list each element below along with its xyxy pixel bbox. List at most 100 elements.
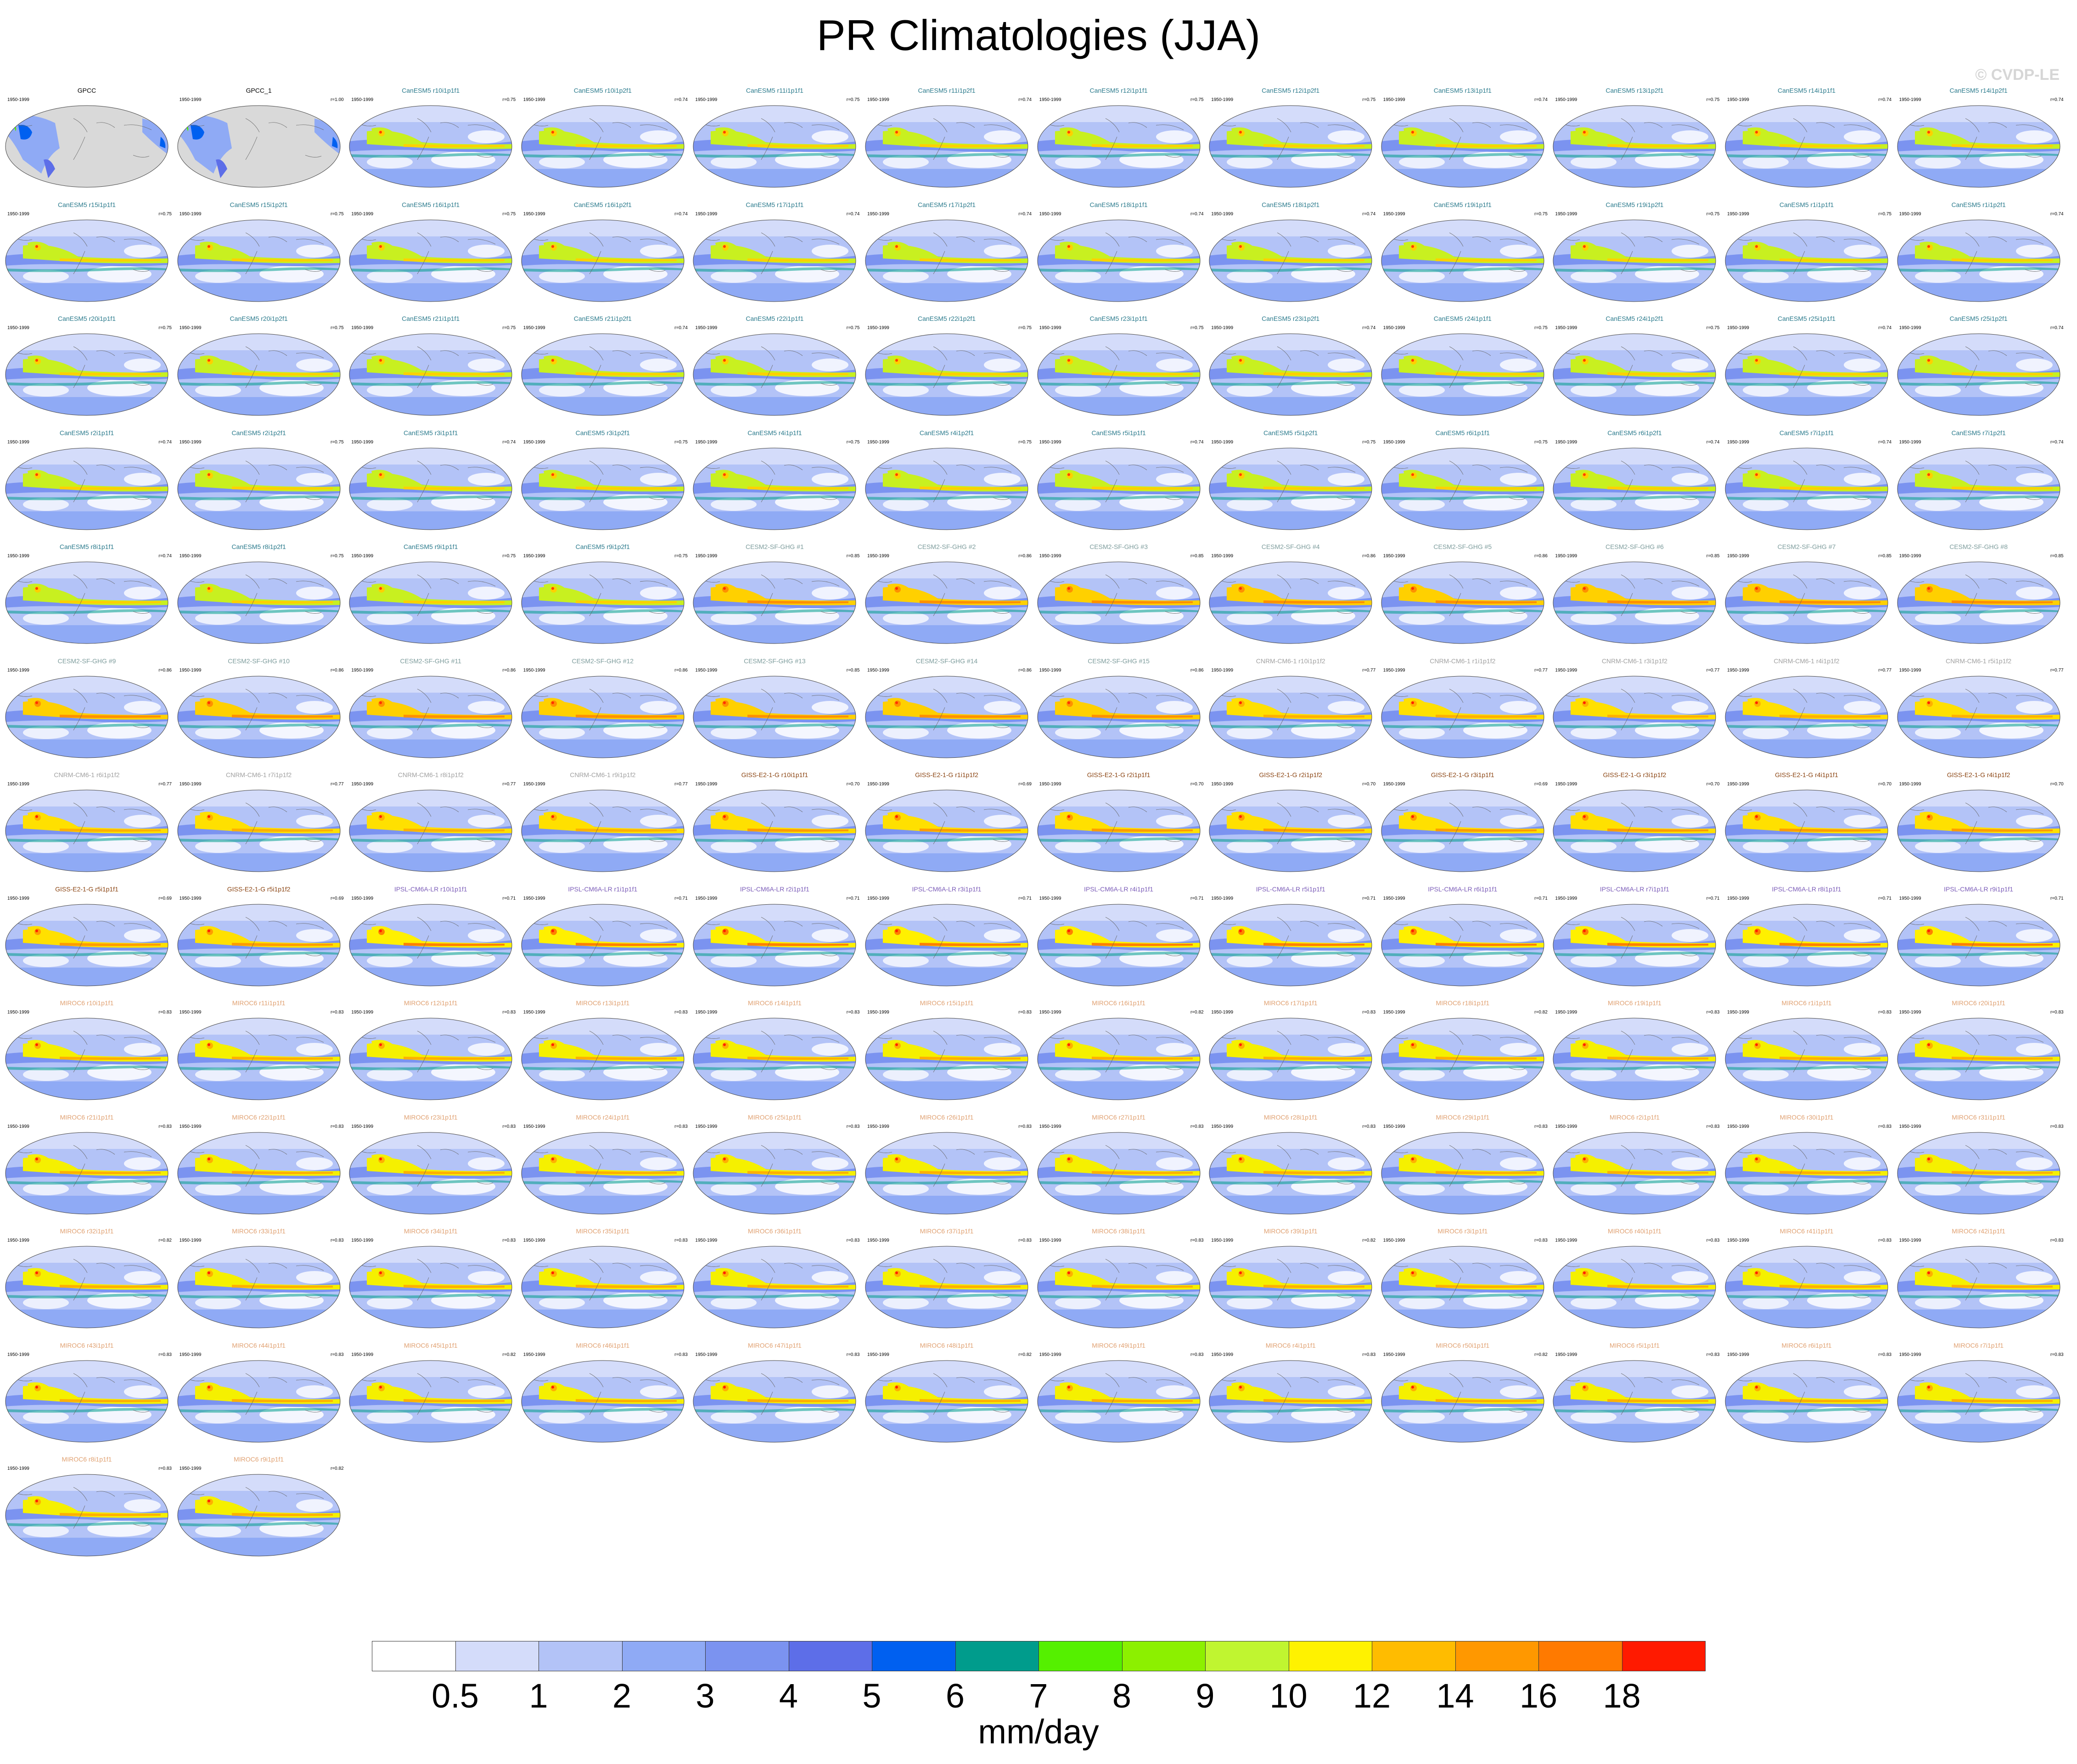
map-panel: CanESM5 r18i1p1f1 1950-1999 r=0.74 (1033, 201, 1205, 306)
panel-title: CanESM5 r23i1p2f1 (1262, 315, 1320, 322)
panel-date-range: 1950-1999 (1727, 554, 1749, 559)
panel-correlation: r=0.86 (502, 667, 516, 673)
precipitation-map (1897, 561, 2060, 644)
panel-date-range: 1950-1999 (1211, 554, 1234, 559)
panel-date-range: 1950-1999 (1727, 667, 1749, 673)
precipitation-map (521, 1018, 685, 1100)
panel-title: IPSL-CM6A-LR r2i1p1f1 (740, 885, 809, 893)
precipitation-map (5, 448, 168, 530)
precipitation-map (1037, 1246, 1201, 1328)
map-panel: CanESM5 r23i1p1f1 1950-1999 r=0.75 (1033, 314, 1205, 420)
panel-date-range: 1950-1999 (351, 97, 374, 102)
panel-date-range: 1950-1999 (1039, 97, 1061, 102)
precipitation-map (521, 105, 685, 188)
precipitation-map (1897, 1246, 2060, 1328)
panel-title: MIROC6 r30i1p1f1 (1779, 1113, 1834, 1121)
map-panel: CESM2-SF-GHG #6 1950-1999 r=0.85 (1549, 543, 1720, 648)
panel-correlation: r=0.82 (158, 1238, 172, 1243)
map-panel: GISS-E2-1-G r2i1p1f2 1950-1999 r=0.70 (1205, 771, 1376, 876)
panel-date-range: 1950-1999 (1211, 1010, 1234, 1015)
precipitation-map (1553, 1246, 1716, 1328)
precipitation-map (1553, 105, 1716, 188)
map-panel: IPSL-CM6A-LR r3i1p1f1 1950-1999 r=0.71 (861, 885, 1033, 991)
panel-correlation: r=0.75 (1706, 97, 1720, 102)
panel-title: CNRM-CM6-1 r4i1p1f2 (1774, 657, 1840, 665)
colorbar-swatch (955, 1641, 1039, 1671)
precipitation-map (349, 1018, 512, 1100)
precipitation-map (693, 333, 856, 416)
panel-title: CESM2-SF-GHG #3 (1089, 543, 1148, 550)
panel-correlation: r=0.74 (1706, 439, 1720, 445)
panel-title: MIROC6 r27i1p1f1 (1092, 1113, 1145, 1121)
panel-correlation: r=0.83 (2050, 1352, 2064, 1357)
precipitation-map (177, 1474, 341, 1557)
panel-correlation: r=0.74 (1878, 325, 1892, 330)
precipitation-map (1553, 219, 1716, 302)
panel-date-range: 1950-1999 (179, 439, 202, 445)
panel-date-range: 1950-1999 (7, 325, 29, 330)
panel-date-range: 1950-1999 (523, 97, 545, 102)
panel-correlation: r=0.75 (1534, 325, 1548, 330)
map-panel: MIROC6 r19i1p1f1 1950-1999 r=0.83 (1549, 999, 1720, 1104)
panel-correlation: r=0.83 (1878, 1010, 1892, 1015)
panel-title: MIROC6 r43i1p1f1 (60, 1341, 114, 1349)
map-panel: CanESM5 r15i1p2f1 1950-1999 r=0.75 (173, 201, 345, 306)
panel-date-range: 1950-1999 (1383, 1010, 1405, 1015)
panel-correlation: r=0.71 (1018, 896, 1032, 901)
panel-title: MIROC6 r29i1p1f1 (1436, 1113, 1490, 1121)
panel-correlation: r=0.71 (502, 896, 516, 901)
map-panel: MIROC6 r40i1p1f1 1950-1999 r=0.83 (1549, 1227, 1720, 1333)
panel-title: MIROC6 r3i1p1f1 (1437, 1227, 1488, 1235)
panel-date-range: 1950-1999 (1211, 211, 1234, 217)
panel-correlation: r=0.71 (1706, 896, 1720, 901)
precipitation-map (693, 448, 856, 530)
map-panel: CanESM5 r1i1p2f1 1950-1999 r=0.74 (1893, 201, 2065, 306)
map-panel: MIROC6 r39i1p1f1 1950-1999 r=0.82 (1205, 1227, 1376, 1333)
precipitation-map (177, 561, 341, 644)
precipitation-map (1725, 904, 1888, 986)
colorbar-tick-label: 1 (529, 1677, 548, 1715)
precipitation-map (865, 904, 1028, 986)
panel-title: MIROC6 r10i1p1f1 (60, 999, 114, 1007)
precipitation-map (1553, 904, 1716, 986)
precipitation-map (177, 448, 341, 530)
panel-date-range: 1950-1999 (1899, 1352, 1921, 1357)
colorbar-swatch (788, 1641, 872, 1671)
precipitation-map (1381, 219, 1544, 302)
map-panel: CanESM5 r23i1p2f1 1950-1999 r=0.74 (1205, 314, 1376, 420)
panel-title: MIROC6 r15i1p1f1 (920, 999, 974, 1007)
panel-correlation: r=0.75 (502, 325, 516, 330)
panel-correlation: r=0.71 (674, 896, 688, 901)
panel-date-range: 1950-1999 (1555, 1010, 1577, 1015)
colorbar-swatch (372, 1641, 456, 1671)
precipitation-map (1553, 1132, 1716, 1214)
map-panel: CanESM5 r21i1p2f1 1950-1999 r=0.74 (517, 314, 689, 420)
map-panel: CanESM5 r13i1p1f1 1950-1999 r=0.74 (1377, 86, 1549, 192)
panel-date-range: 1950-1999 (1383, 325, 1405, 330)
precipitation-map (865, 219, 1028, 302)
panel-date-range: 1950-1999 (1039, 782, 1061, 787)
panel-date-range: 1950-1999 (1211, 896, 1234, 901)
panel-date-range: 1950-1999 (7, 97, 29, 102)
panel-title: MIROC6 r23i1p1f1 (404, 1113, 458, 1121)
precipitation-map (5, 219, 168, 302)
colorbar-swatch (1122, 1641, 1206, 1671)
map-panel: GISS-E2-1-G r2i1p1f1 1950-1999 r=0.70 (1033, 771, 1205, 876)
panel-correlation: r=0.86 (330, 667, 344, 673)
precipitation-map (1209, 105, 1372, 188)
panel-correlation: r=0.86 (1362, 554, 1376, 559)
colorbar (372, 1641, 1706, 1671)
panel-correlation: r=0.83 (158, 1466, 172, 1471)
precipitation-map (521, 1246, 685, 1328)
precipitation-map (865, 1360, 1028, 1442)
panel-date-range: 1950-1999 (695, 667, 718, 673)
precipitation-map (1897, 105, 2060, 188)
panel-correlation: r=0.83 (1878, 1238, 1892, 1243)
precipitation-map (521, 904, 685, 986)
precipitation-map (1553, 1360, 1716, 1442)
precipitation-map (177, 1360, 341, 1442)
panel-date-range: 1950-1999 (351, 782, 374, 787)
panel-date-range: 1950-1999 (351, 1010, 374, 1015)
panel-correlation: r=0.71 (2050, 896, 2064, 901)
colorbar-tick-label: 9 (1196, 1677, 1215, 1715)
